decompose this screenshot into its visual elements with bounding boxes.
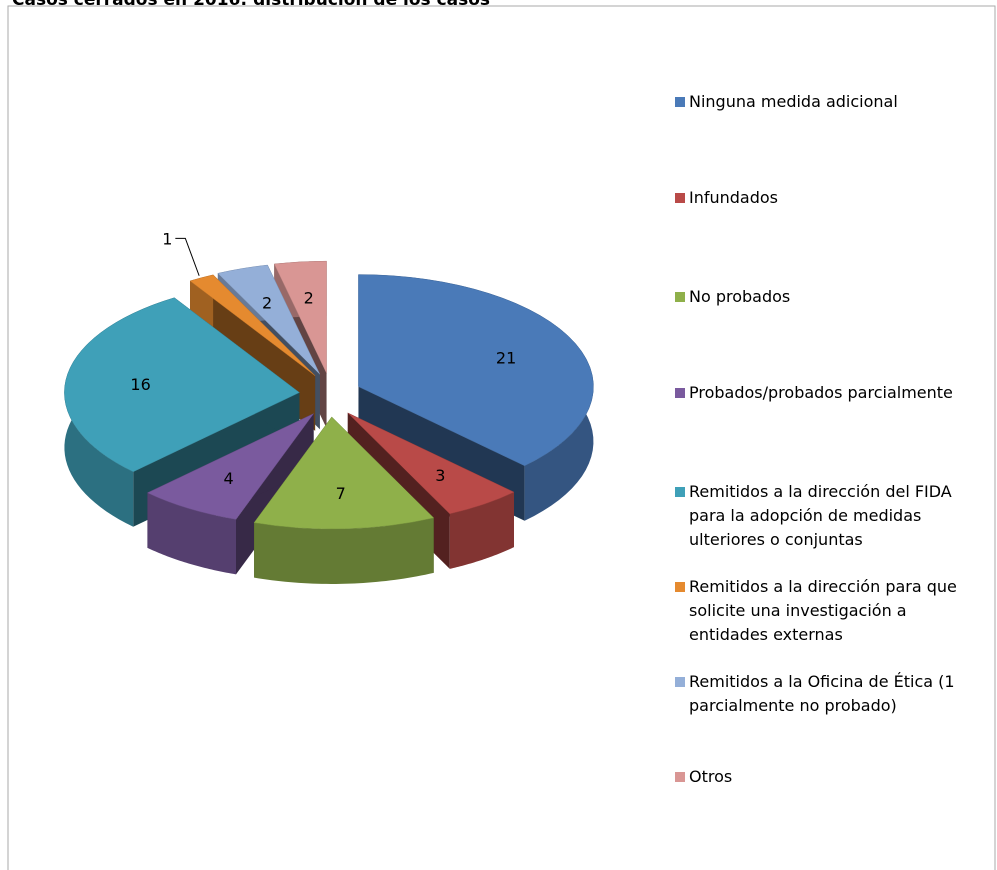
- data-label: 2: [262, 293, 272, 312]
- legend-entry: Ninguna medida adicional: [675, 90, 990, 114]
- frame: [7, 5, 996, 870]
- legend-swatch: [675, 388, 685, 398]
- data-label: 16: [130, 375, 150, 394]
- slice-top: [253, 416, 435, 530]
- slice-top: [146, 413, 314, 520]
- data-label: 21: [496, 348, 516, 367]
- legend-swatch: [675, 292, 685, 302]
- legend-swatch: [675, 193, 685, 203]
- legend-label: No probados: [689, 287, 791, 306]
- legend-label: Remitidos a la dirección del FIDA para l…: [689, 482, 952, 549]
- legend-entry: Remitidos a la dirección para que solici…: [675, 575, 990, 647]
- legend-swatch: [675, 772, 685, 782]
- slice-top: [273, 260, 327, 374]
- legend-label: Remitidos a la dirección para que solici…: [689, 577, 957, 644]
- legend-label: Probados/probados parcialmente: [689, 383, 953, 402]
- legend-label: Otros: [689, 767, 733, 786]
- legend-swatch: [675, 677, 685, 687]
- leader-line: [175, 237, 200, 276]
- legend-label: Ninguna medida adicional: [689, 92, 898, 111]
- legend-swatch: [675, 582, 685, 592]
- slice-top: [217, 264, 321, 375]
- slice-side: [254, 517, 434, 584]
- chart-title: Casos cerrados en 2016: distribución de …: [12, 0, 490, 10]
- data-label: 7: [336, 484, 346, 503]
- legend-swatch: [675, 487, 685, 497]
- data-label: 1: [162, 229, 172, 248]
- slice-side: [449, 492, 514, 569]
- legend-entry: No probados: [675, 285, 990, 309]
- slice-top: [347, 412, 515, 515]
- legend-entry: Infundados: [675, 186, 990, 210]
- slice-top: [358, 274, 594, 467]
- data-label: 4: [224, 469, 234, 488]
- legend-label: Remitidos a la Oficina de Ética (1 parci…: [689, 672, 955, 715]
- data-label: 2: [304, 288, 314, 307]
- legend-entry: Probados/probados parcialmente: [675, 381, 990, 405]
- slice-side: [147, 492, 236, 575]
- slice-top: [64, 297, 300, 473]
- legend-entry: Otros: [675, 765, 990, 789]
- slice: [253, 416, 435, 584]
- legend-entry: Remitidos a la dirección del FIDA para l…: [675, 480, 990, 552]
- legend-entry: Remitidos a la Oficina de Ética (1 parci…: [675, 670, 990, 718]
- slice-top: [189, 274, 316, 376]
- legend-label: Infundados: [689, 188, 779, 207]
- data-label: 3: [435, 466, 445, 485]
- legend-swatch: [675, 97, 685, 107]
